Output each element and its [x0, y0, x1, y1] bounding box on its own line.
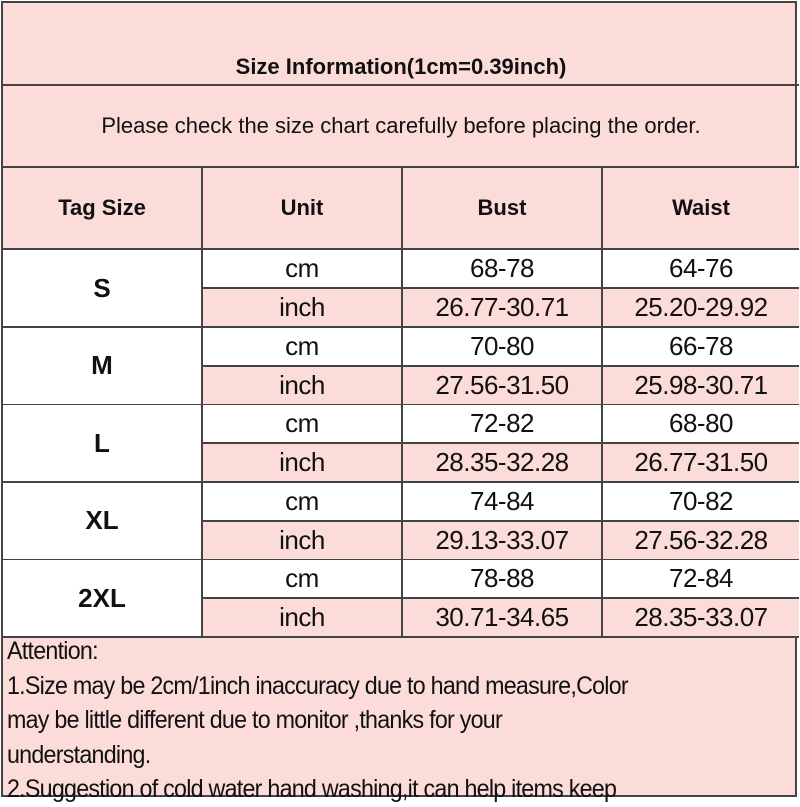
notice-text: Please check the size chart carefully be… [3, 86, 799, 168]
size-label: M [3, 327, 203, 406]
unit-inch-cell: inch [203, 521, 403, 561]
attention-line: Attention: [7, 637, 99, 665]
unit-cm-cell: cm [203, 405, 403, 444]
waist-cm-cell: 68-80 [603, 405, 799, 444]
bust-cm-cell: 78-88 [403, 560, 603, 599]
header-tag-size: Tag Size [3, 168, 203, 250]
attention-line: 2.Suggestion of cold water hand washing,… [7, 775, 617, 803]
unit-inch-cell: inch [203, 289, 403, 328]
waist-cm-cell: 66-78 [603, 327, 799, 367]
bust-cm-cell: 72-82 [403, 405, 603, 444]
waist-inch-cell: 25.20-29.92 [603, 289, 799, 328]
waist-cm-cell: 64-76 [603, 250, 799, 289]
size-label: S [3, 250, 203, 328]
size-label: 2XL [3, 560, 203, 638]
waist-inch-cell: 28.35-33.07 [603, 599, 799, 638]
unit-cm-cell: cm [203, 250, 403, 289]
unit-inch-cell: inch [203, 366, 403, 406]
waist-cm-cell: 70-82 [603, 482, 799, 522]
attention-line: 1.Size may be 2cm/1inch inaccuracy due t… [7, 671, 629, 700]
size-label: XL [3, 482, 203, 561]
waist-cm-cell: 72-84 [603, 560, 799, 599]
unit-inch-cell: inch [203, 599, 403, 638]
header-waist: Waist [603, 168, 799, 250]
attention-notes: Attention: 1.Size may be 2cm/1inch inacc… [7, 634, 797, 807]
chart-title: Size Information(1cm=0.39inch) [3, 3, 799, 86]
unit-cm-cell: cm [203, 327, 403, 367]
unit-cm-cell: cm [203, 482, 403, 522]
bust-inch-cell: 28.35-32.28 [403, 444, 603, 483]
bust-inch-cell: 30.71-34.65 [403, 599, 603, 638]
header-bust: Bust [403, 168, 603, 250]
bust-inch-cell: 26.77-30.71 [403, 289, 603, 328]
bust-cm-cell: 70-80 [403, 327, 603, 367]
attention-line: understanding. [7, 740, 151, 769]
unit-cm-cell: cm [203, 560, 403, 599]
waist-inch-cell: 25.98-30.71 [603, 366, 799, 406]
size-label: L [3, 405, 203, 483]
bust-cm-cell: 68-78 [403, 250, 603, 289]
bust-inch-cell: 29.13-33.07 [403, 521, 603, 561]
waist-inch-cell: 26.77-31.50 [603, 444, 799, 483]
bust-cm-cell: 74-84 [403, 482, 603, 522]
unit-inch-cell: inch [203, 444, 403, 483]
waist-inch-cell: 27.56-32.28 [603, 521, 799, 561]
attention-line: may be little different due to monitor ,… [7, 706, 503, 734]
bust-inch-cell: 27.56-31.50 [403, 366, 603, 406]
header-unit: Unit [203, 168, 403, 250]
